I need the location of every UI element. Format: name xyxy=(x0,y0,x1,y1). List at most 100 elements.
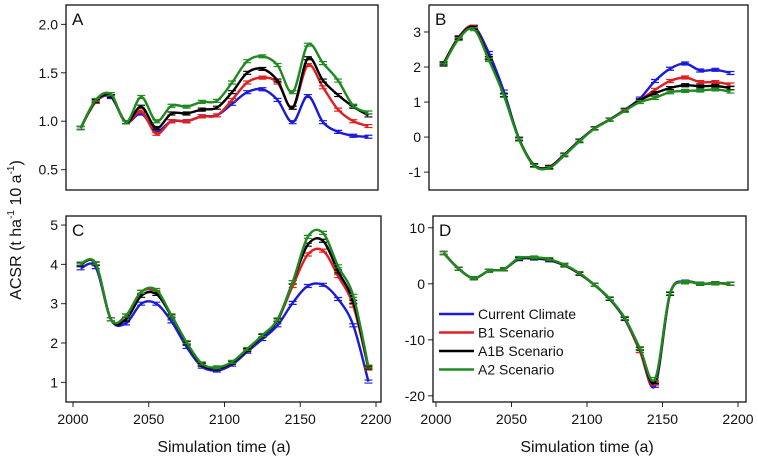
error-bar xyxy=(228,97,237,103)
error-bar xyxy=(726,281,735,286)
error-bar xyxy=(243,90,252,95)
y-tick-label: 2 xyxy=(50,335,58,351)
x-tick-label: 2100 xyxy=(571,411,602,427)
error-bar xyxy=(696,88,705,93)
error-bar xyxy=(243,59,252,64)
error-bar xyxy=(484,57,493,63)
series-a2-scenario xyxy=(76,42,373,131)
error-bar xyxy=(197,361,206,366)
error-bar xyxy=(620,315,629,321)
error-bar xyxy=(258,333,267,338)
error-bar xyxy=(605,117,614,123)
error-bar xyxy=(681,88,690,93)
error-bar xyxy=(530,255,539,260)
error-bar xyxy=(349,119,358,124)
series-line xyxy=(79,87,369,138)
error-bar xyxy=(681,75,690,80)
legend-label: Current Climate xyxy=(478,306,576,322)
y-tick-label: 1 xyxy=(50,374,58,390)
legend-item: A2 Scenario xyxy=(439,362,554,378)
panel-label: A xyxy=(72,10,84,29)
error-bar xyxy=(560,153,569,158)
error-bar xyxy=(228,80,237,85)
legend-item: Current Climate xyxy=(439,306,576,322)
error-bar xyxy=(726,70,735,76)
error-bar xyxy=(212,98,221,103)
error-bar xyxy=(334,129,343,134)
legend: Current Climate B1 Scenario A1B Scenario A2… xyxy=(439,306,576,378)
error-bar xyxy=(575,139,584,144)
error-bar xyxy=(106,92,115,97)
series-line xyxy=(442,27,731,171)
plot-frame xyxy=(432,215,747,403)
series-a2-scenario xyxy=(439,27,735,171)
error-bar xyxy=(76,261,85,266)
error-bar xyxy=(318,230,327,236)
series-b1-scenario xyxy=(76,247,373,371)
error-bar xyxy=(197,107,206,112)
y-tick-label: 5 xyxy=(50,217,58,233)
error-bar xyxy=(666,90,675,95)
error-bar xyxy=(439,62,448,68)
error-bar xyxy=(228,359,237,364)
y-tick-label: 1.5 xyxy=(39,65,59,81)
y-tick-label: 0 xyxy=(417,276,425,292)
y-tick-label: 0.5 xyxy=(39,162,59,178)
x-tick-label: 2050 xyxy=(496,411,527,427)
error-bar xyxy=(349,293,358,298)
error-bar xyxy=(364,134,373,139)
error-bar xyxy=(243,70,252,75)
error-bar xyxy=(228,90,237,95)
error-bar xyxy=(303,283,312,289)
error-bar xyxy=(364,379,373,384)
error-bar xyxy=(590,282,599,288)
error-bar xyxy=(349,323,358,328)
error-bar xyxy=(650,78,659,84)
error-bar xyxy=(258,66,267,72)
error-bar xyxy=(243,80,252,85)
error-bar xyxy=(318,120,327,125)
x-axis-label-right: Simulation time (a) xyxy=(520,439,653,456)
error-bar xyxy=(152,131,161,136)
panel-c: 1 2 3 4 5 2000 2050 2100 2150 2200 C xyxy=(50,215,392,427)
error-bar xyxy=(469,276,478,281)
series-a2-scenario xyxy=(76,228,373,370)
error-bar xyxy=(349,103,358,108)
y-tick-label: 0 xyxy=(413,129,421,145)
error-bar xyxy=(605,296,614,301)
y-tick-label: 2 xyxy=(413,59,421,75)
series-line xyxy=(80,237,370,370)
y-tick-label: 3 xyxy=(50,296,58,312)
error-bar xyxy=(650,376,659,382)
error-bar xyxy=(650,91,659,96)
error-bar xyxy=(364,110,373,115)
error-bar xyxy=(454,36,463,42)
error-bar xyxy=(288,90,297,95)
series-line xyxy=(80,228,370,369)
error-bar xyxy=(167,313,176,318)
error-bar xyxy=(364,123,373,129)
x-tick-label: 2150 xyxy=(285,411,316,427)
error-bar xyxy=(243,346,252,352)
x-tick-label: 2050 xyxy=(133,411,164,427)
error-bar xyxy=(152,119,161,124)
y-tick-label: 3 xyxy=(413,24,421,40)
error-bar xyxy=(334,78,343,83)
error-bar xyxy=(650,95,659,100)
error-bar xyxy=(711,79,720,85)
legend-item: B1 Scenario xyxy=(439,325,554,341)
error-bar xyxy=(454,266,463,271)
y-tick-label: 1.0 xyxy=(39,113,59,129)
panel-a: 0.5 1.0 1.5 2.0 A xyxy=(39,4,379,191)
x-axis-label-left: Simulation time (a) xyxy=(157,439,290,456)
error-bar xyxy=(258,75,267,80)
error-bar xyxy=(515,255,524,261)
error-bar xyxy=(681,61,690,66)
error-bar xyxy=(499,267,508,272)
error-bar xyxy=(635,346,644,351)
error-bar xyxy=(137,301,146,306)
error-bar xyxy=(273,62,282,68)
error-bar xyxy=(137,94,146,100)
error-bar xyxy=(530,163,539,168)
error-bar xyxy=(560,262,569,267)
